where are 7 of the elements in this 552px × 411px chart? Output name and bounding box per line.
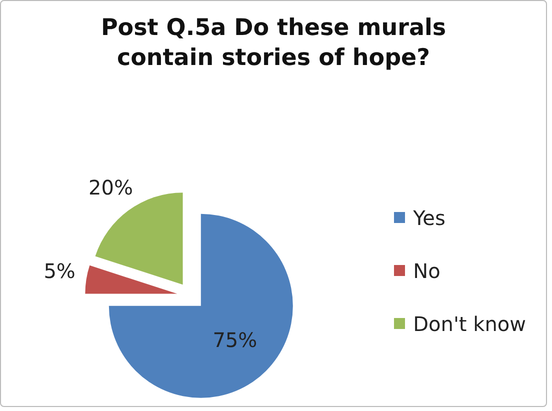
legend-label: Yes	[413, 206, 446, 230]
data-label: 20%	[88, 175, 133, 200]
legend-label: Don't know	[413, 312, 526, 336]
data-label: 75%	[212, 328, 258, 352]
legend-label: No	[413, 258, 440, 282]
chart-title: Post Q.5a Do these murals contain stories of hope?	[100, 14, 448, 73]
data-label: 5%	[44, 258, 76, 283]
